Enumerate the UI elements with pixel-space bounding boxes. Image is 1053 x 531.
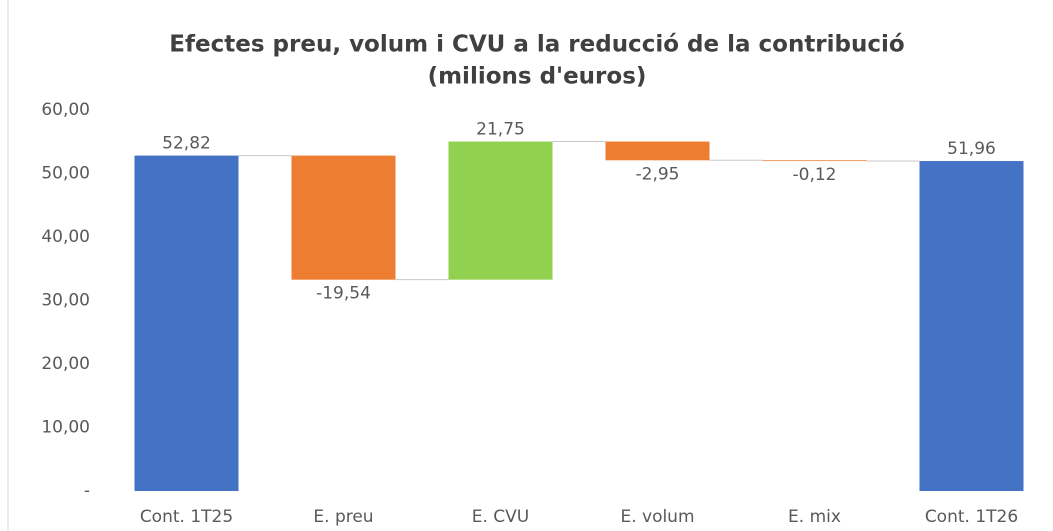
y-tick-label: - [84,481,90,501]
chart-title: Efectes preu, volum i CVU a la reducció … [169,32,904,58]
bar [134,155,239,491]
x-tick-label: E. mix [788,507,841,527]
value-label: -19,54 [316,284,371,304]
bar [291,155,396,280]
y-tick-label: 30,00 [41,291,90,311]
x-tick-label: E. volum [620,507,694,527]
chart-title: (milions d'euros) [428,64,647,90]
x-tick-label: E. CVU [472,507,530,527]
y-tick-label: 60,00 [41,100,90,120]
y-tick-label: 10,00 [41,418,90,438]
bar [762,160,867,162]
x-tick-label: Cont. 1T25 [140,507,233,527]
x-tick-label: E. preu [313,507,373,527]
x-tick-label: Cont. 1T26 [925,507,1018,527]
value-label: -0,12 [793,165,837,185]
y-tick-label: 40,00 [41,227,90,247]
value-label: 52,82 [162,134,211,154]
value-label: 51,96 [947,139,996,159]
value-label: -2,95 [636,164,680,184]
bar [919,161,1024,491]
value-label: 21,75 [476,120,525,140]
y-tick-label: 20,00 [41,354,90,374]
y-tick-label: 50,00 [41,164,90,184]
bar [605,141,710,161]
bar [448,141,553,280]
